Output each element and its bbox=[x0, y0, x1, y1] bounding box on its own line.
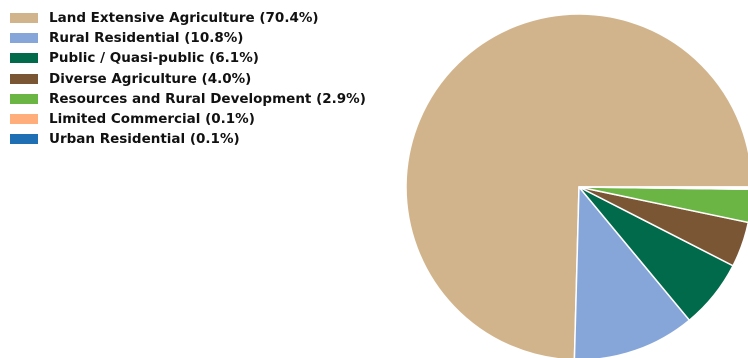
legend-label: Public / Quasi-public (6.1%) bbox=[49, 50, 259, 67]
legend-label: Rural Residential (10.8%) bbox=[49, 30, 244, 47]
legend-label: Urban Residential (0.1%) bbox=[49, 131, 240, 148]
legend-item: Urban Residential (0.1%) bbox=[10, 129, 366, 149]
legend-swatch bbox=[10, 93, 38, 104]
legend-item: Rural Residential (10.8%) bbox=[10, 28, 366, 48]
legend-item: Land Extensive Agriculture (70.4%) bbox=[10, 8, 366, 28]
legend-label: Diverse Agriculture (4.0%) bbox=[49, 70, 252, 87]
legend-swatch bbox=[10, 13, 38, 24]
legend-item: Limited Commercial (0.1%) bbox=[10, 109, 366, 129]
legend-item: Diverse Agriculture (4.0%) bbox=[10, 69, 366, 89]
pie-slice bbox=[578, 186, 748, 267]
legend-label: Limited Commercial (0.1%) bbox=[49, 111, 255, 128]
legend-swatch bbox=[10, 53, 38, 64]
legend-item: Resources and Rural Development (2.9%) bbox=[10, 89, 366, 109]
legend-swatch bbox=[10, 134, 38, 145]
legend-swatch bbox=[10, 114, 38, 125]
legend-label: Land Extensive Agriculture (70.4%) bbox=[49, 10, 319, 27]
pie-slice bbox=[573, 186, 691, 358]
pie-slice bbox=[578, 186, 748, 224]
legend: Land Extensive Agriculture (70.4%) Rural … bbox=[10, 8, 366, 149]
legend-label: Resources and Rural Development (2.9%) bbox=[49, 90, 366, 107]
legend-item: Public / Quasi-public (6.1%) bbox=[10, 48, 366, 68]
legend-swatch bbox=[10, 33, 38, 44]
pie-slice bbox=[405, 13, 748, 358]
legend-swatch bbox=[10, 73, 38, 84]
pie-slice bbox=[578, 186, 748, 189]
